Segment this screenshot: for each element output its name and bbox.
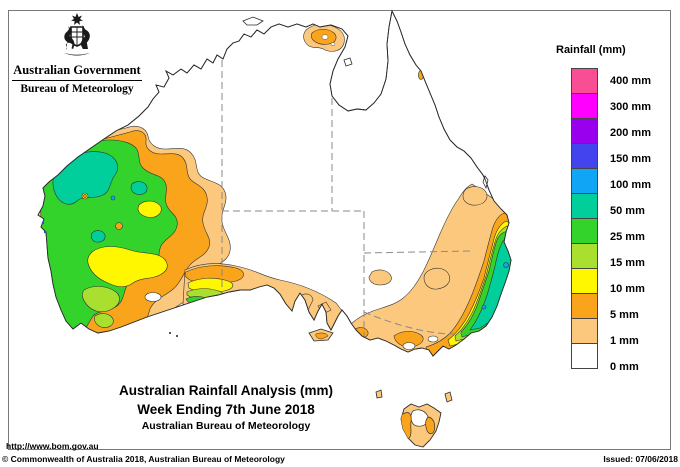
map-subtitle: Week Ending 7th June 2018 — [137, 402, 315, 417]
legend-title: Rainfall (mm) — [556, 44, 626, 56]
issued-text: Issued: 07/06/2018 — [603, 454, 678, 464]
coastline-outline — [37, 9, 512, 357]
gov-header: Australian Government Bureau of Meteorol… — [10, 11, 144, 95]
legend-label: 300 mm — [610, 101, 651, 113]
kangaroo-island — [308, 328, 334, 342]
legend-label: 10 mm — [610, 283, 645, 295]
map-frame — [8, 10, 671, 450]
rainfall-contours — [38, 23, 511, 356]
map-attribution: Australian Bureau of Meteorology — [141, 420, 311, 432]
legend-swatch-25-mm — [571, 218, 598, 244]
legend-label: 5 mm — [610, 309, 639, 321]
legend-swatch-100-mm — [571, 168, 598, 194]
legend-label: 25 mm — [610, 231, 645, 243]
legend-swatch-0-mm — [571, 343, 598, 369]
header-divider — [12, 80, 142, 81]
legend-label: 100 mm — [610, 179, 651, 191]
legend-label: 1 mm — [610, 335, 639, 347]
legend-label: 50 mm — [610, 205, 645, 217]
bureau-title: Bureau of Meteorology — [20, 83, 134, 95]
legend-swatch-1-mm — [571, 318, 598, 344]
legend-swatch-400-mm — [571, 68, 598, 94]
copyright-text: © Commonwealth of Australia 2018, Austra… — [2, 454, 285, 464]
legend-label: 0 mm — [610, 361, 639, 373]
legend-swatch-200-mm — [571, 118, 598, 144]
legend-swatch-5-mm — [571, 293, 598, 319]
map-title: Australian Rainfall Analysis (mm) — [118, 383, 334, 398]
state-borders — [221, 60, 472, 338]
legend-swatch-10-mm — [571, 268, 598, 294]
australian-coat-of-arms-icon — [64, 13, 90, 56]
legend-label: 200 mm — [610, 127, 651, 139]
legend-swatch-15-mm — [571, 243, 598, 269]
legend-label: 15 mm — [610, 257, 645, 269]
map-caption: Australian Rainfall Analysis (mm) Week E… — [60, 383, 392, 432]
legend-swatch-50-mm — [571, 193, 598, 219]
legend-label: 150 mm — [610, 153, 651, 165]
government-title: Australian Government — [13, 63, 141, 77]
islands — [242, 16, 489, 403]
coastal-specks — [41, 221, 178, 337]
legend-swatch-150-mm — [571, 143, 598, 169]
tasmania — [400, 403, 442, 448]
legend-label: 400 mm — [610, 75, 651, 87]
legend-swatch-300-mm — [571, 93, 598, 119]
bom-url: http://www.bom.gov.au — [6, 441, 99, 451]
legend-swatches: 400 mm 300 mm 200 mm 150 mm 100 mm 50 mm 25 mm… — [571, 68, 651, 373]
